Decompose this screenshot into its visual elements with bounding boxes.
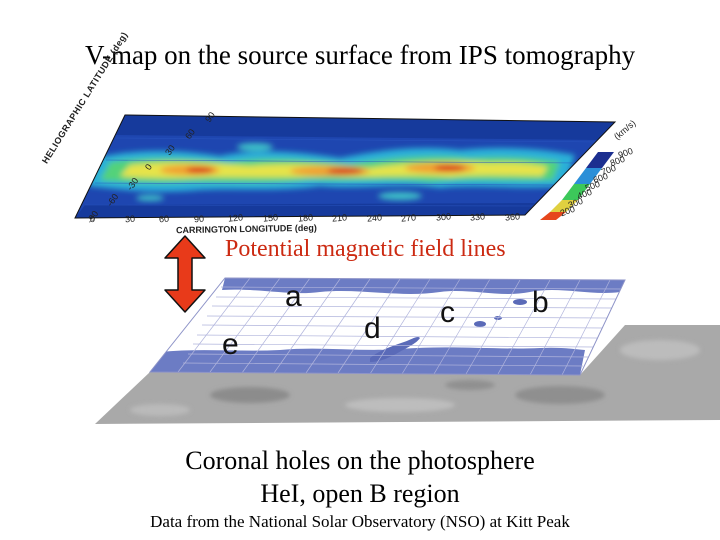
region-label-d: d xyxy=(364,312,381,345)
field-lines-label: Potential magnetic field lines xyxy=(225,236,506,262)
region-label-a: a xyxy=(285,280,302,313)
x-tick-0: 0 xyxy=(89,213,96,225)
caption-line-1: Coronal holes on the photosphere xyxy=(185,446,535,475)
x-tick-2: 60 xyxy=(158,213,170,225)
region-label-b: b xyxy=(532,286,549,319)
x-tick-1: 30 xyxy=(124,213,136,225)
x-tick-7: 210 xyxy=(331,212,348,224)
x-tick-4: 120 xyxy=(227,212,244,224)
x-tick-12: 360 xyxy=(504,211,521,223)
double-arrow-icon xyxy=(164,235,206,313)
x-tick-9: 270 xyxy=(400,211,417,224)
caption-line-2: HeΙ, open B region xyxy=(260,479,460,508)
slide-title: V-map on the source surface from IPS tom… xyxy=(84,40,636,70)
colorbar xyxy=(540,152,614,220)
x-tick-11: 330 xyxy=(469,211,486,223)
region-label-c: c xyxy=(440,296,455,329)
x-tick-5: 150 xyxy=(262,212,279,224)
velocity-map xyxy=(74,114,617,220)
x-tick-3: 90 xyxy=(193,213,205,224)
x-tick-6: 180 xyxy=(297,212,313,224)
x-tick-10: 300 xyxy=(435,211,452,223)
field-line-grid-plane xyxy=(148,277,626,376)
region-label-e: e xyxy=(222,328,239,361)
photosphere-plane xyxy=(95,325,720,424)
caption-credit: Data from the National Solar Observatory… xyxy=(150,512,570,531)
x-tick-8: 240 xyxy=(366,212,383,224)
